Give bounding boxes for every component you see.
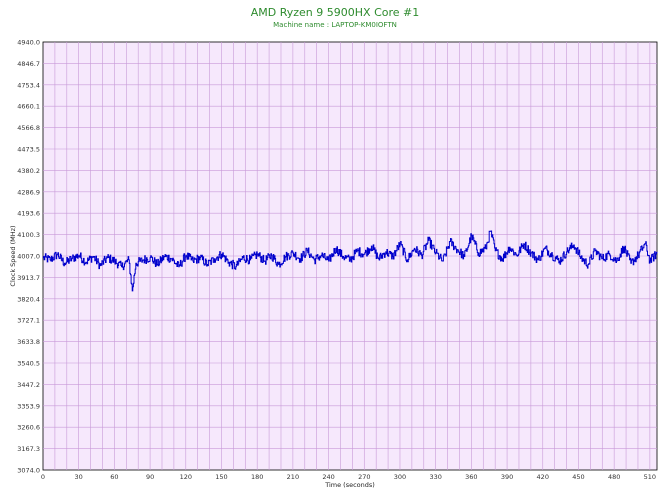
y-tick-label: 3540.5 [17,360,40,368]
y-tick-label: 3167.3 [17,445,40,453]
y-tick-label: 4007.0 [17,253,40,261]
y-tick-label: 3260.6 [17,424,40,432]
y-tick-label: 3820.4 [17,295,40,303]
x-tick-label: 390 [501,473,513,481]
y-tick-label: 3353.9 [17,402,40,410]
y-tick-label: 3913.7 [17,274,40,282]
x-tick-label: 360 [465,473,477,481]
y-tick-label: 3633.8 [17,338,40,346]
y-tick-label: 4100.3 [17,231,40,239]
x-tick-label: 150 [215,473,227,481]
y-tick-label: 4473.5 [17,146,40,154]
y-tick-label: 3447.2 [17,381,40,389]
x-tick-label: 480 [608,473,620,481]
x-tick-label: 420 [537,473,549,481]
y-tick-label: 4193.6 [17,210,40,218]
y-tick-label: 3074.0 [17,467,40,475]
y-tick-label: 4846.7 [17,60,40,68]
y-tick-label: 4940.0 [17,39,40,47]
x-tick-label: 300 [394,473,406,481]
y-axis-ticks: 4940.0 4846.7 4753.4 4660.1 4566.8 4473.5 4380… [17,39,40,475]
x-tick-label: 330 [429,473,441,481]
y-tick-label: 4753.4 [17,81,40,89]
x-tick-label: 270 [358,473,370,481]
y-tick-label: 4566.8 [17,124,40,132]
x-tick-label: 120 [180,473,192,481]
x-tick-label: 60 [110,473,118,481]
y-tick-label: 4660.1 [17,103,40,111]
x-tick-label: 30 [75,473,83,481]
x-tick-label: 90 [146,473,154,481]
chart-subtitle: Machine name : LAPTOP-KM0IOFTN [273,21,397,29]
y-tick-label: 4286.9 [17,188,40,196]
x-axis-ticks: 0 30 60 90 120 150 180 210 240 270 300 330 360 390 420… [41,473,656,481]
x-tick-label: 240 [322,473,334,481]
chart-title: AMD Ryzen 9 5900HX Core #1 [251,6,420,19]
x-tick-label: 450 [572,473,584,481]
x-tick-label: 510 [644,473,656,481]
x-axis-label: Time (seconds) [324,481,375,489]
y-tick-label: 4380.2 [17,167,40,175]
x-tick-label: 180 [251,473,263,481]
y-tick-label: 3727.1 [17,317,40,325]
grid [43,42,657,470]
x-tick-label: 0 [41,473,45,481]
y-axis-label: Clock Speed (MHz) [9,225,17,286]
x-tick-label: 210 [287,473,299,481]
series-line-clock-speed [43,230,658,292]
